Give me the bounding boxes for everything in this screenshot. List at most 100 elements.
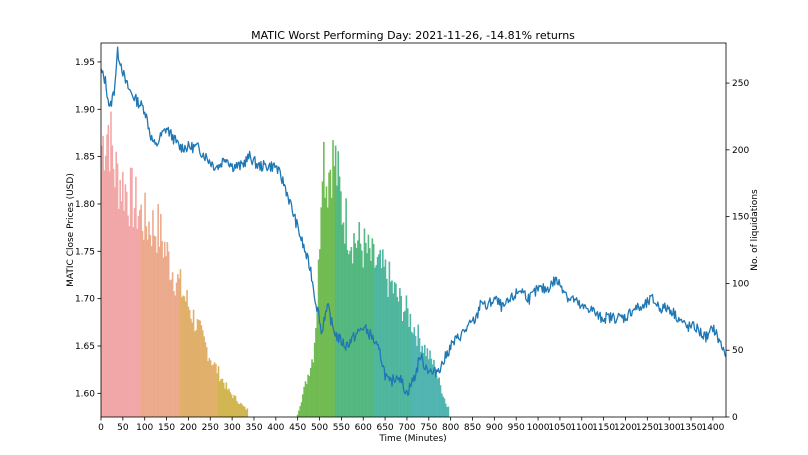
liquidation-bar [182,295,184,417]
liquidation-bar [418,338,421,417]
liquidation-bar [238,403,241,417]
liquidation-bar [132,227,135,417]
x-axis-title: Time (Minutes) [378,434,446,444]
liquidation-bar [405,295,408,417]
liquidation-bar [157,204,159,417]
liquidation-bar [446,406,448,417]
liquidation-bar [296,414,299,417]
x-tick-label: 300 [224,423,241,433]
liquidation-bar [158,246,161,417]
liquidation-bar [201,330,204,417]
price-line [100,46,727,397]
liquidation-bar [325,186,328,417]
y-right-tick-label: 250 [732,79,749,89]
liquidation-bar [200,325,203,417]
liquidation-bar [177,274,179,417]
x-tick-label: 350 [245,423,262,433]
liquidation-bar [341,224,343,417]
liquidation-bar [150,246,153,417]
liquidation-bar [220,379,222,417]
liquidation-bar [107,124,110,418]
liquidation-bar [323,141,325,417]
y-left-tick-label: 1.65 [75,342,95,352]
liquidation-bar [146,239,149,417]
liquidation-bar [340,191,342,417]
liquidation-bar [319,249,321,417]
liquidation-bar [236,400,238,417]
x-tick-label: 400 [267,423,284,433]
liquidation-bar [194,331,196,417]
liquidation-bar [175,282,178,417]
liquidation-bar [230,394,233,417]
liquidation-bar [154,236,157,417]
liquidation-bar [118,208,120,417]
liquidation-bar [195,330,198,417]
x-tick-label: 650 [376,423,393,433]
liquidation-bar [148,221,150,417]
chart-title: MATIC Worst Performing Day: 2021-11-26, … [251,29,575,42]
liquidation-bar [160,214,162,417]
liquidation-bar [173,291,175,417]
liquidation-bar [350,247,353,417]
liquidation-bar [401,321,404,417]
liquidation-bar [367,234,370,417]
liquidation-bar [420,351,422,417]
liquidation-bar [399,288,401,417]
liquidation-bar [342,222,345,417]
liquidation-bar [320,207,323,417]
liquidation-bar [425,356,427,417]
liquidation-bar [426,348,429,417]
x-tick-label: 1000 [527,423,550,433]
liquidation-bar [224,388,226,417]
x-tick-label: 0 [98,423,104,433]
liquidation-bar [149,235,152,417]
liquidation-bar [237,403,239,417]
liquidation-bar [412,333,414,417]
liquidation-bar [388,261,391,417]
liquidation-bar [302,394,304,417]
liquidation-bar [228,388,230,417]
liquidation-bar [102,135,104,417]
liquidation-bar [366,253,368,417]
liquidation-bar [207,361,209,417]
liquidation-bar [165,256,167,417]
liquidation-bar [211,365,213,417]
liquidation-bar [441,393,443,417]
liquidation-bar [332,140,334,417]
liquidation-bar [387,296,389,417]
liquidation-bar [144,192,146,417]
y-right-tick-label: 100 [732,279,749,289]
liquidation-bar [393,282,396,417]
x-tick-label: 50 [117,423,129,433]
liquidation-bar [171,272,174,417]
x-tick-label: 250 [202,423,219,433]
liquidation-bar [383,266,385,417]
liquidation-bar [229,392,232,417]
liquidation-bar [170,279,173,417]
liquidation-bar [421,345,423,417]
liquidation-bar [329,169,332,417]
liquidation-bar [167,251,170,417]
y-right-tick-label: 150 [732,213,749,223]
liquidation-bar [304,381,307,417]
y-left-tick-label: 1.70 [75,295,95,305]
liquidation-bar [219,381,221,417]
liquidation-bar [435,375,438,417]
liquidation-bar [416,345,418,417]
y-right-tick-label: 0 [732,413,738,423]
liquidation-bar [110,111,112,417]
liquidation-bars [101,111,450,418]
liquidation-bar [190,318,192,417]
liquidation-bar [131,168,133,417]
liquidation-bar [423,344,426,417]
liquidation-bar [409,313,412,417]
liquidation-bar [307,374,309,417]
x-tick-label: 850 [464,423,481,433]
liquidation-bar [136,228,138,417]
liquidation-bar [362,267,364,417]
liquidation-bar [299,406,302,417]
liquidation-bar [114,187,116,417]
liquidation-bar [371,238,374,417]
liquidation-bar [152,210,154,417]
